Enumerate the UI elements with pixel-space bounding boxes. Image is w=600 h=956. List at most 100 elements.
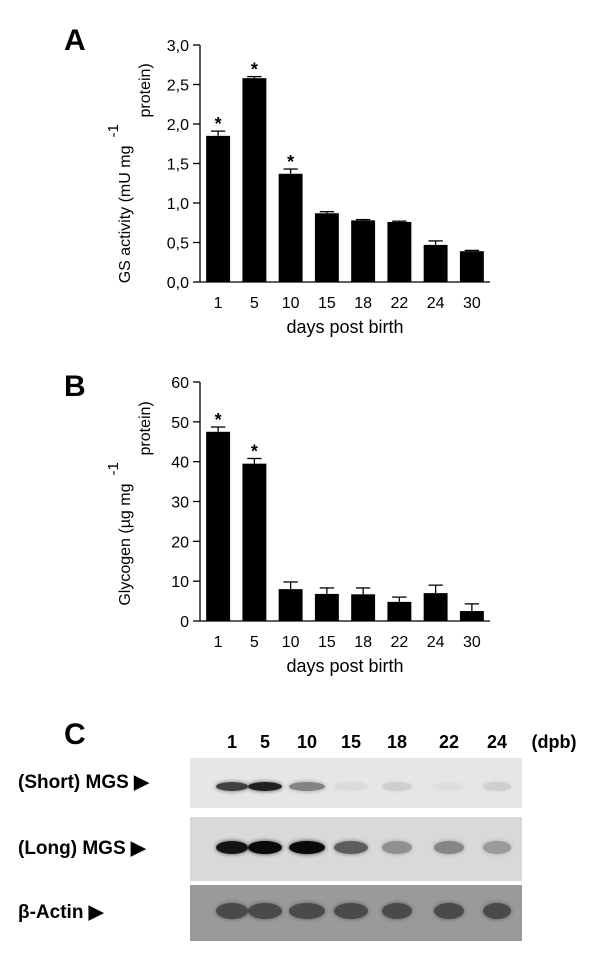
blot-band [382, 840, 412, 854]
panel-letter-b: B [64, 370, 86, 403]
b-y-tick-label: 30 [171, 495, 189, 512]
blot-strip [190, 817, 522, 881]
a-x-axis-label: days post birth [286, 317, 403, 337]
a-y-tick-label: 2,5 [167, 78, 189, 95]
a-bar [278, 173, 303, 282]
b-bar [423, 593, 448, 621]
a-x-tick-label: 30 [463, 295, 481, 312]
a-y-tick-label: 1,5 [167, 157, 189, 174]
b-y-tick-label: 0 [180, 614, 189, 631]
a-y-axis-label-tail: protein) [137, 63, 154, 117]
a-y-axis-label-group: GS activity (mU mg -1 protein) [105, 63, 154, 283]
b-y-tick-label: 40 [171, 455, 189, 472]
lane-label: 15 [340, 732, 362, 752]
blot-band [434, 903, 464, 919]
blot-band [334, 840, 368, 854]
b-y-axis-label: Glycogen (µg mg [117, 484, 134, 606]
a-x-tick-label: 5 [250, 295, 259, 312]
lane-label: 24 [486, 732, 508, 752]
b-x-tick-label: 30 [463, 634, 481, 651]
a-y-tick-label: 3,0 [167, 38, 189, 55]
b-y-tick-label: 20 [171, 534, 189, 551]
a-x-tick-label: 15 [318, 295, 336, 312]
b-bar [242, 463, 267, 621]
blot-band [248, 903, 282, 919]
blot-strip [190, 885, 522, 941]
band-label: (Short) MGS ▶ [18, 772, 149, 793]
b-y-axis-label-superscript: -1 [105, 462, 122, 475]
a-y-tick-label: 2,0 [167, 117, 189, 134]
panel-letter-c: C [64, 718, 86, 751]
blot-band [289, 781, 325, 791]
b-x-tick-label: 24 [427, 634, 445, 651]
b-bar [459, 611, 484, 621]
a-bar [351, 220, 376, 282]
b-bar [387, 601, 412, 621]
b-y-axis-label-tail: protein) [137, 401, 154, 455]
blot-band [434, 840, 464, 854]
blot-band [289, 903, 325, 919]
blot-band [216, 840, 248, 854]
a-y-tick-label: 1,0 [167, 196, 189, 213]
b-x-tick-label: 15 [318, 634, 336, 651]
blot-band [334, 781, 368, 791]
a-bar [387, 221, 412, 282]
lane-label: 10 [296, 732, 318, 752]
b-x-tick-label: 1 [214, 634, 223, 651]
a-y-axis-label-superscript: -1 [105, 124, 122, 137]
b-y-tick-label: 60 [171, 375, 189, 392]
blot-strip [190, 758, 522, 808]
b-bar [206, 431, 231, 621]
lane-label: 1 [226, 732, 237, 752]
b-x-tick-label: 10 [282, 634, 300, 651]
blot-band [483, 781, 511, 791]
blot-band [434, 782, 464, 791]
blot-band [483, 903, 511, 919]
band-label: (Long) MGS ▶ [18, 838, 146, 859]
blot-band [248, 840, 282, 854]
gs-activity-chart: 0,0 0,5 1,0 1,5 2,0 2,5 3,0 * 1 * 5 * 10 15 18 22 24 30 da… [105, 38, 490, 337]
b-y-tick-label: 50 [171, 415, 189, 432]
a-significance-marker: * [287, 152, 294, 172]
blot-band [382, 903, 412, 919]
b-x-tick-label: 22 [390, 634, 408, 651]
b-x-tick-label: 5 [250, 634, 259, 651]
b-bar [314, 593, 339, 621]
western-blot-panel: 1 5 10 15 18 22 24 (dpb) (Short) MGS ▶ (Long) MGS… [0, 700, 600, 956]
lane-label: 22 [438, 732, 460, 752]
b-bar [278, 589, 303, 621]
a-bar [314, 213, 339, 282]
b-y-tick-label: 10 [171, 574, 189, 591]
a-x-tick-label: 1 [214, 295, 223, 312]
a-x-tick-label: 24 [427, 295, 445, 312]
a-bar [242, 78, 267, 283]
a-x-tick-label: 18 [354, 295, 372, 312]
b-bar [351, 594, 376, 621]
glycogen-chart: 0 10 20 30 40 50 60 * 1 * 5 10 15 18 22 24 30 days post b… [105, 375, 490, 676]
band-label: β-Actin ▶ [18, 902, 104, 923]
lane-label: 18 [386, 732, 408, 752]
a-y-axis-label: GS activity (mU mg [117, 146, 134, 284]
blot-band [248, 781, 282, 791]
blot-band [216, 781, 248, 791]
blot-band [289, 840, 325, 854]
blot-band [334, 903, 368, 919]
a-bar [423, 244, 448, 282]
b-x-axis-label: days post birth [286, 656, 403, 676]
a-y-tick-label: 0,5 [167, 236, 189, 253]
lane-label: 5 [259, 732, 270, 752]
a-bar [459, 251, 484, 282]
lane-unit-label: (dpb) [531, 732, 577, 752]
a-bar [206, 135, 231, 282]
b-significance-marker: * [215, 410, 222, 430]
b-y-axis-label-group: Glycogen (µg mg -1 protein) [105, 401, 154, 605]
b-x-tick-label: 18 [354, 634, 372, 651]
a-significance-marker: * [215, 114, 222, 134]
a-x-tick-label: 10 [282, 295, 300, 312]
blot-band [216, 903, 248, 919]
blot-band [382, 781, 412, 791]
a-x-tick-label: 22 [390, 295, 408, 312]
b-significance-marker: * [251, 441, 258, 461]
blot-band [483, 840, 511, 854]
panel-letter-a: A [64, 24, 86, 57]
